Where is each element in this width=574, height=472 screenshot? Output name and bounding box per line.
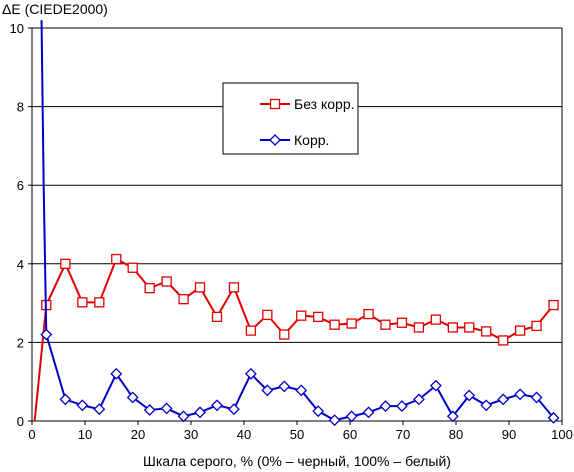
x-tick-label: 50 xyxy=(290,427,304,442)
data-point xyxy=(514,388,527,401)
data-point xyxy=(480,399,493,412)
data-point xyxy=(329,319,340,330)
x-tick-label: 40 xyxy=(237,427,251,442)
x-tick-label: 90 xyxy=(502,427,516,442)
data-point xyxy=(194,282,206,293)
data-point xyxy=(379,400,392,412)
data-point xyxy=(429,379,442,392)
data-point xyxy=(228,282,240,293)
x-tick-label: 0 xyxy=(28,427,35,442)
legend: Без корр. Корр. xyxy=(222,82,359,155)
y-axis-title: ΔE (CIEDE2000) xyxy=(2,1,108,17)
y-tick-label: 2 xyxy=(17,335,24,350)
data-point xyxy=(126,391,139,404)
data-point xyxy=(481,326,492,337)
y-tick-label: 10 xyxy=(10,21,24,36)
data-point xyxy=(228,403,240,416)
y-tick-label: 8 xyxy=(17,100,24,115)
series-layer xyxy=(33,20,560,427)
y-tick-label: 4 xyxy=(17,257,24,272)
data-point xyxy=(447,322,458,333)
data-point xyxy=(178,294,189,305)
data-point xyxy=(161,276,172,287)
data-point xyxy=(548,299,559,311)
data-point xyxy=(279,329,290,340)
data-point xyxy=(362,406,375,419)
data-point xyxy=(177,410,190,423)
data-point xyxy=(160,402,173,415)
data-point xyxy=(127,262,138,273)
x-tick-label: 30 xyxy=(184,427,198,442)
data-point xyxy=(497,393,510,406)
data-point xyxy=(514,325,526,336)
data-point xyxy=(245,325,257,336)
data-point xyxy=(59,393,72,406)
data-point xyxy=(530,391,543,404)
data-point xyxy=(76,399,89,412)
data-point xyxy=(262,309,273,321)
data-point xyxy=(312,405,325,418)
data-point xyxy=(412,393,425,406)
data-point xyxy=(60,258,71,269)
x-tick-label: 70 xyxy=(396,427,410,442)
data-point xyxy=(464,322,475,333)
x-tick-label: 100 xyxy=(551,427,573,442)
data-point xyxy=(211,311,223,323)
data-point xyxy=(295,384,308,397)
data-point xyxy=(40,328,53,341)
legend-label: Корр. xyxy=(294,132,329,148)
x-axis-title: Шкала серого, % (0% – черный, 100% – бел… xyxy=(143,453,451,469)
data-point xyxy=(111,253,122,265)
data-point xyxy=(446,410,459,423)
data-point xyxy=(547,411,560,424)
data-point xyxy=(531,320,542,332)
data-point xyxy=(396,400,408,412)
data-point xyxy=(363,308,374,320)
data-point xyxy=(498,335,509,346)
data-point xyxy=(313,311,324,323)
data-point xyxy=(144,283,155,294)
data-point xyxy=(396,317,408,328)
y-tick-labels: 0 2 4 6 8 10 xyxy=(10,21,32,429)
x-tick-label: 80 xyxy=(449,427,463,442)
data-point xyxy=(110,367,123,380)
data-point xyxy=(269,98,281,110)
data-point xyxy=(296,310,307,321)
data-point xyxy=(244,367,257,380)
data-point xyxy=(345,410,358,423)
data-point xyxy=(328,414,341,427)
legend-box xyxy=(222,82,359,155)
data-point xyxy=(94,297,105,308)
data-point xyxy=(211,399,223,412)
data-point xyxy=(278,380,291,393)
x-tick-label: 60 xyxy=(343,427,357,442)
x-tick-label: 10 xyxy=(78,427,92,442)
y-tick-label: 0 xyxy=(17,414,24,429)
y-tick-label: 6 xyxy=(17,178,24,193)
data-point xyxy=(413,322,425,333)
data-point xyxy=(463,389,476,402)
data-point xyxy=(194,406,206,419)
series-2 xyxy=(40,20,560,427)
data-point xyxy=(93,403,106,416)
legend-label: Без корр. xyxy=(294,96,355,112)
x-tick-label: 20 xyxy=(131,427,145,442)
data-point xyxy=(430,314,442,325)
x-tick-labels: 0 10 20 30 40 50 60 70 80 90 100 xyxy=(28,421,573,442)
data-point xyxy=(77,297,88,308)
data-point xyxy=(143,404,156,416)
data-point xyxy=(269,134,281,146)
data-point xyxy=(380,319,391,330)
data-point xyxy=(261,384,274,397)
data-point xyxy=(346,318,357,329)
